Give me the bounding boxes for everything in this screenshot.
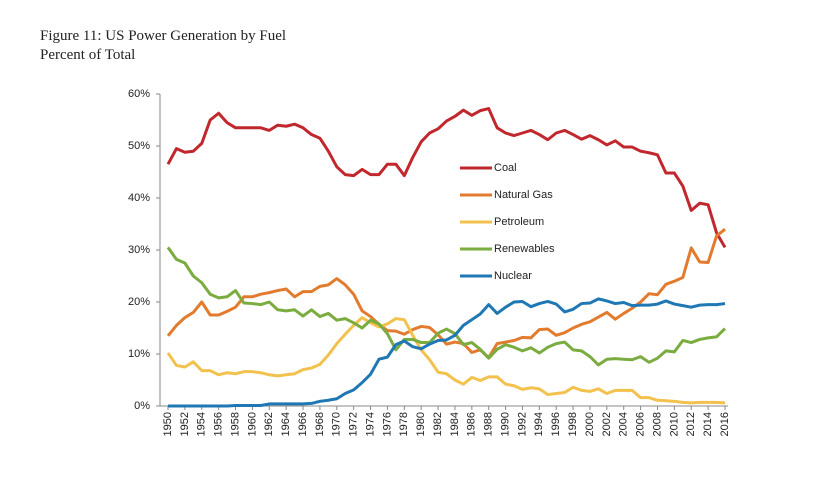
x-tick-label: 1958 bbox=[229, 412, 241, 436]
y-tick-label: 50% bbox=[128, 140, 150, 152]
x-tick-label: 1984 bbox=[449, 412, 461, 436]
x-tick-label: 1970 bbox=[331, 412, 343, 436]
x-tick-label: 2000 bbox=[584, 412, 596, 436]
y-tick-label: 60% bbox=[128, 88, 150, 100]
legend-label: Petroleum bbox=[494, 216, 544, 228]
y-tick-label: 0% bbox=[134, 400, 150, 412]
x-tick-label: 1980 bbox=[415, 412, 427, 436]
x-tick-label: 1952 bbox=[179, 412, 191, 436]
line-series bbox=[168, 297, 726, 408]
x-tick-label: 1990 bbox=[499, 412, 511, 436]
legend-label: Renewables bbox=[494, 243, 555, 255]
y-tick-label: 10% bbox=[128, 348, 150, 360]
legend-label: Coal bbox=[494, 162, 517, 174]
line-series bbox=[166, 107, 727, 249]
x-tick-label: 2008 bbox=[651, 412, 663, 436]
x-tick-label: 1976 bbox=[381, 412, 393, 436]
x-tick-label: 1992 bbox=[516, 412, 528, 436]
x-tick-label: 2004 bbox=[618, 412, 630, 436]
line-series bbox=[166, 228, 726, 360]
y-tick-label: 30% bbox=[128, 244, 150, 256]
chart-title: Figure 11: US Power Generation by Fuel bbox=[40, 28, 286, 44]
x-tick-label: 1962 bbox=[263, 412, 275, 436]
legend-label: Nuclear bbox=[494, 270, 532, 282]
x-tick-label: 1978 bbox=[398, 412, 410, 436]
y-tick-label: 40% bbox=[128, 192, 150, 204]
x-tick-label: 1988 bbox=[483, 412, 495, 436]
x-tick-label: 1968 bbox=[314, 412, 326, 436]
x-tick-label: 1982 bbox=[432, 412, 444, 436]
x-tick-label: 2016 bbox=[719, 412, 731, 436]
line-series bbox=[166, 316, 726, 405]
x-tick-label: 2002 bbox=[601, 412, 613, 436]
x-tick-label: 2010 bbox=[668, 412, 680, 436]
y-tick-label: 20% bbox=[128, 296, 150, 308]
x-tick-label: 1956 bbox=[213, 412, 225, 436]
x-tick-label: 1954 bbox=[196, 412, 208, 436]
x-tick-label: 1998 bbox=[567, 412, 579, 436]
legend-label: Natural Gas bbox=[494, 189, 553, 201]
chart-subtitle: Percent of Total bbox=[40, 47, 135, 63]
x-tick-label: 1960 bbox=[246, 412, 258, 436]
x-tick-label: 1966 bbox=[297, 412, 309, 436]
x-tick-label: 2014 bbox=[702, 412, 714, 436]
x-tick-label: 1972 bbox=[348, 412, 360, 436]
x-tick-label: 1950 bbox=[162, 412, 174, 436]
x-tick-label: 1974 bbox=[364, 412, 376, 436]
x-tick-label: 2012 bbox=[685, 412, 697, 436]
x-tick-label: 1964 bbox=[280, 412, 292, 436]
x-tick-label: 1986 bbox=[466, 412, 478, 436]
line-series bbox=[166, 246, 727, 367]
x-tick-label: 1994 bbox=[533, 412, 545, 436]
x-tick-label: 2006 bbox=[635, 412, 647, 436]
x-tick-label: 1996 bbox=[550, 412, 562, 436]
